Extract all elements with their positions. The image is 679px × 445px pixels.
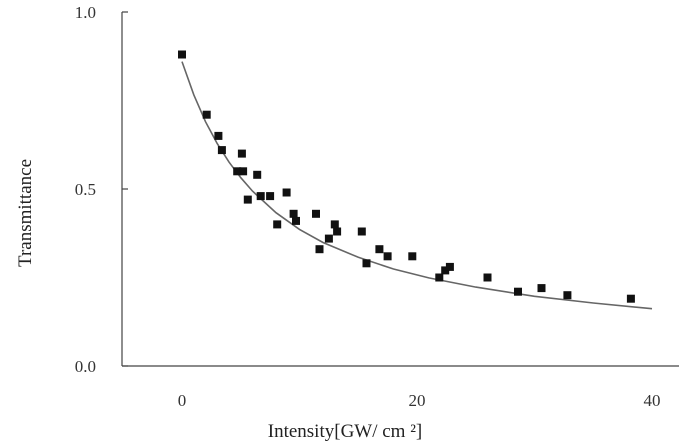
data-point xyxy=(563,291,572,300)
data-point xyxy=(357,227,366,236)
data-point xyxy=(233,167,242,176)
y-tick-label: 0.5 xyxy=(75,180,96,199)
data-point xyxy=(312,209,320,218)
data-point xyxy=(202,110,211,119)
data-point xyxy=(266,192,275,201)
data-point xyxy=(256,192,265,201)
y-ticks: 0.0 0.5 1.0 xyxy=(75,3,128,376)
x-tick-label: 0 xyxy=(178,391,187,410)
x-tick-label: 20 xyxy=(409,391,426,410)
data-point xyxy=(178,50,186,59)
data-point xyxy=(315,245,324,254)
y-tick-label: 0.0 xyxy=(75,357,96,376)
x-ticks: 0 20 40 xyxy=(178,391,661,410)
data-point xyxy=(289,209,298,218)
data-point xyxy=(483,273,492,282)
y-tick-label: 1.0 xyxy=(75,3,96,22)
data-point xyxy=(383,252,392,261)
data-point xyxy=(282,188,291,197)
data-points xyxy=(178,50,635,303)
data-point xyxy=(333,227,342,236)
x-tick-label: 40 xyxy=(644,391,661,410)
data-point xyxy=(445,262,454,271)
axes xyxy=(121,12,679,367)
data-point xyxy=(626,294,635,303)
data-point xyxy=(324,234,333,243)
y-axis-title: Transmittance xyxy=(15,159,36,267)
x-axis-title: Intensity[GW/ cm ²] xyxy=(268,421,423,442)
data-point xyxy=(243,195,252,204)
data-point xyxy=(214,131,223,140)
data-point xyxy=(292,216,300,225)
data-point xyxy=(237,149,246,158)
data-point xyxy=(362,259,371,268)
fit-curve xyxy=(181,61,653,310)
data-point xyxy=(441,266,450,275)
data-point xyxy=(435,273,444,282)
data-point xyxy=(408,252,417,261)
data-point xyxy=(217,146,226,155)
data-point xyxy=(375,245,384,254)
data-point xyxy=(537,284,546,293)
data-point xyxy=(330,220,339,229)
data-point xyxy=(239,167,248,176)
data-point xyxy=(253,170,262,179)
data-point xyxy=(514,287,522,296)
data-point xyxy=(273,220,282,229)
